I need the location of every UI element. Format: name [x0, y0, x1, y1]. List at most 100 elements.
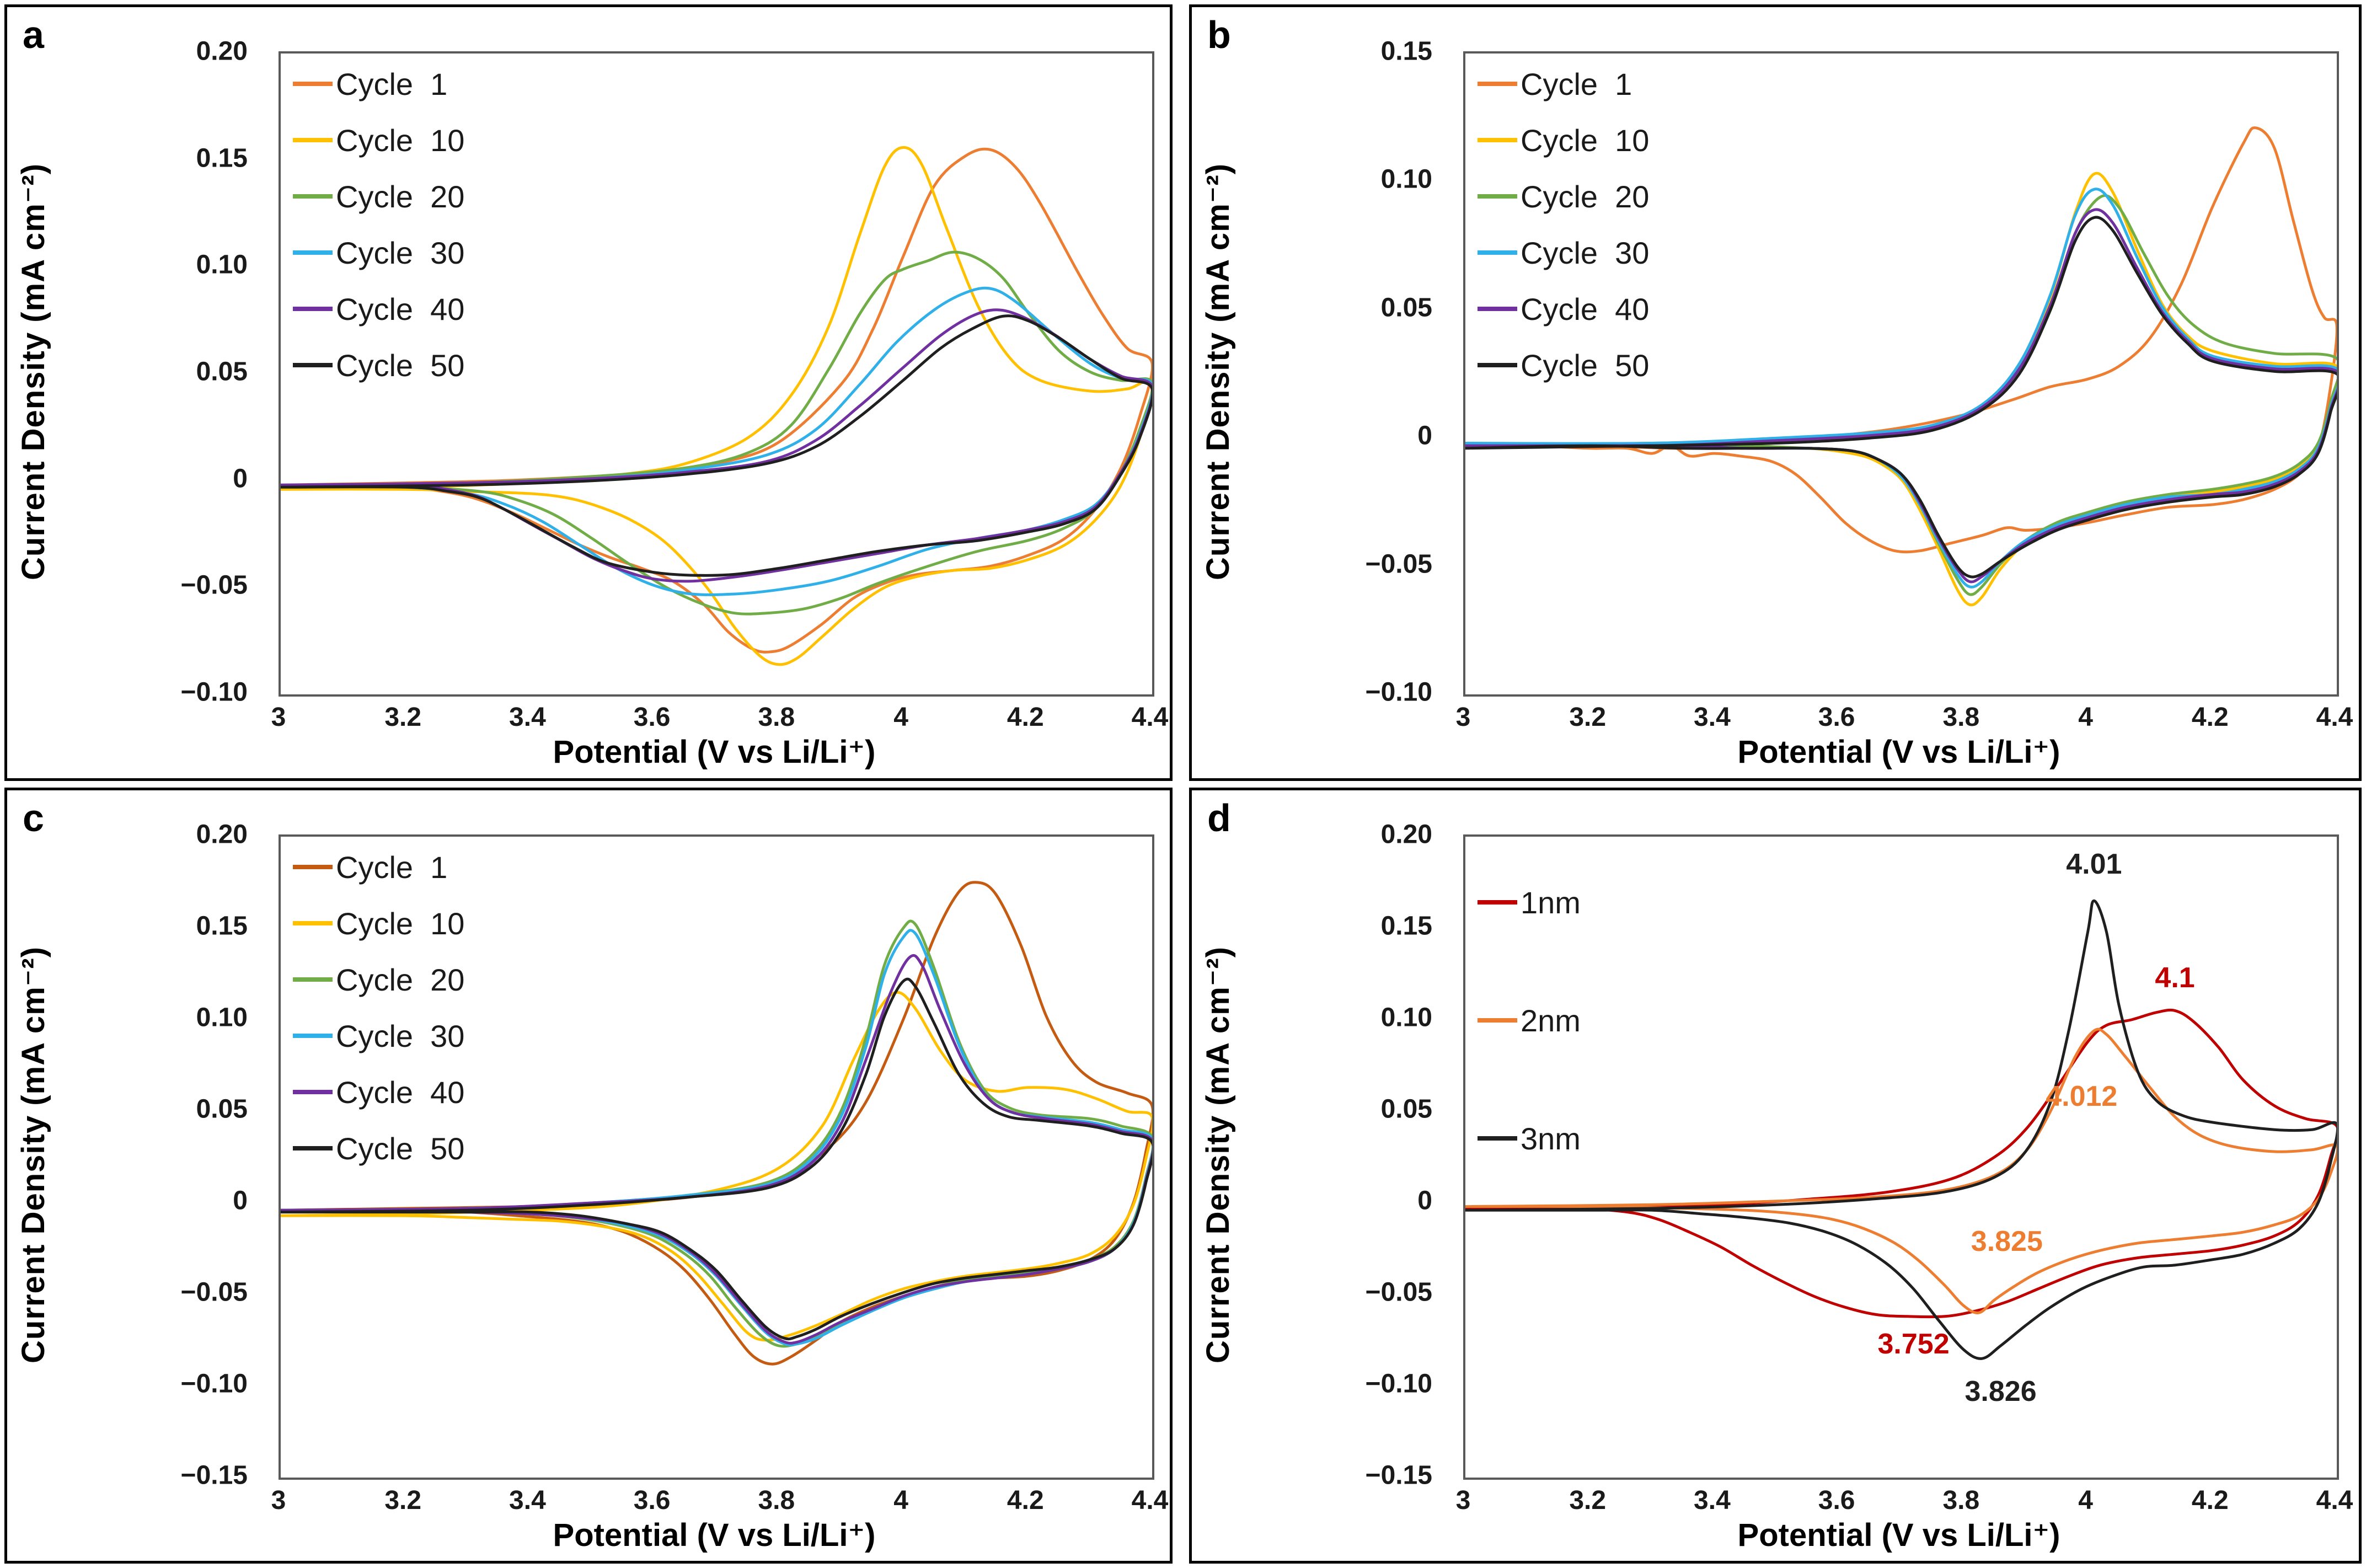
x-tick-label: 3.8 [758, 1486, 795, 1515]
legend-label: Cycle 40 [1521, 291, 1650, 327]
y-tick-label: 0.10 [196, 1003, 248, 1032]
x-tick-label: 3.2 [384, 1486, 422, 1515]
y-tick-label: 0.20 [1380, 820, 1432, 849]
legend-item: Cycle 50 [293, 1131, 464, 1166]
y-tick-label: −0.05 [1365, 549, 1432, 579]
x-tick-label: 3.4 [509, 1486, 546, 1515]
y-tick-label: 0 [233, 464, 248, 494]
legend-swatch [293, 865, 333, 869]
y-tick-label: 0.20 [196, 36, 248, 66]
plot-area: Cycle 1 Cycle 10 Cycle 20 Cycle 30 Cycle 40 C… [279, 51, 1154, 697]
legend-item: 1nm [1478, 885, 1581, 920]
y-tick-label: −0.05 [180, 570, 248, 600]
y-tick-label: 0.05 [1380, 1094, 1432, 1124]
x-tick-label: 3 [1455, 1486, 1471, 1515]
panel-a: a Current Density (mA cm⁻²) 0.20 0.15 0.10… [4, 4, 1173, 781]
legend-item: Cycle 1 [293, 67, 464, 101]
y-tick-label: 0.10 [196, 250, 248, 280]
x-tick-label: 3.6 [633, 1486, 671, 1515]
legend: Cycle 1 Cycle 10 Cycle 20 Cycle 30 Cycle 40 C… [1478, 67, 1649, 404]
panel-b: b Current Density (mA cm⁻²) 0.15 0.10 0.05… [1189, 4, 2362, 781]
y-tick-label: 0.05 [1380, 293, 1432, 323]
x-tick-label: 4 [893, 1486, 908, 1515]
series-1nm [1465, 1008, 2337, 1319]
legend-swatch [293, 363, 333, 367]
x-tick-label: 4.2 [2191, 703, 2229, 732]
series-cycle-10 [281, 146, 1152, 666]
series-cycle-50 [281, 314, 1152, 577]
legend: 1nm 2nm 3nm [1478, 885, 1581, 1239]
panel-letter-d: d [1207, 796, 1231, 839]
legend-label: Cycle 20 [336, 179, 465, 214]
series-2nm [1465, 1028, 2337, 1314]
x-tick-label: 4.4 [2316, 703, 2353, 732]
panel-d: d Current Density (mA cm⁻²) 0.20 0.15 0.10… [1189, 788, 2362, 1564]
x-tick-label: 3 [271, 703, 286, 732]
legend-label: Cycle 30 [1521, 235, 1650, 270]
curves-canvas [1465, 126, 2337, 607]
legend-swatch [293, 194, 333, 199]
y-tick-label: −0.15 [180, 1460, 248, 1490]
series-cycle-20 [281, 250, 1152, 616]
x-axis-title: Potential (V vs Li/Li⁺) [553, 734, 876, 770]
legend-item: Cycle 1 [1478, 67, 1649, 101]
legend-swatch [293, 977, 333, 982]
legend-item: Cycle 20 [1478, 179, 1649, 214]
x-tick-label: 3.2 [384, 703, 422, 732]
x-tick-label: 3.8 [1942, 1486, 1980, 1515]
legend-swatch [1478, 307, 1517, 311]
legend-label: Cycle 1 [1521, 66, 1632, 101]
legend: Cycle 1 Cycle 10 Cycle 20 Cycle 30 Cycle 40 C… [293, 67, 464, 404]
y-tick-label: 0.20 [196, 820, 248, 849]
legend-swatch [1478, 900, 1517, 905]
curves-canvas [281, 146, 1152, 666]
y-tick-label: 0 [1417, 421, 1432, 451]
y-tick-label: 0.05 [196, 1094, 248, 1124]
legend-swatch [293, 138, 333, 142]
plot-area: 1nm 2nm 3nm 4.01 4.1 4.012 3.825 3.752 3.826 [1463, 834, 2339, 1480]
x-tick-label: 3 [271, 1486, 286, 1515]
legend-swatch [1478, 138, 1517, 142]
legend-swatch [293, 1034, 333, 1038]
legend-item: Cycle 50 [1478, 347, 1650, 383]
x-tick-label: 4 [2078, 703, 2093, 732]
legend-item: Cycle 30 [1478, 236, 1649, 270]
legend-item: Cycle 10 [1478, 122, 1650, 158]
legend-label: Cycle 30 [336, 1018, 465, 1053]
legend-item: 2nm [1478, 1003, 1581, 1038]
y-tick-label: −0.10 [180, 1369, 248, 1399]
x-axis-ticks: 3 3.2 3.4 3.6 3.8 4 4.2 4.4 [271, 1485, 1169, 1518]
y-tick-label: −0.10 [180, 677, 248, 707]
legend-swatch [293, 82, 333, 86]
legend-item: Cycle 40 [293, 291, 465, 327]
x-tick-label: 4.4 [1131, 1486, 1169, 1515]
legend-item: Cycle 40 [293, 1074, 465, 1110]
panel-letter-b: b [1207, 13, 1231, 56]
y-tick-label: −0.10 [1365, 1369, 1432, 1399]
legend-item: Cycle 30 [293, 1019, 464, 1053]
legend-label: Cycle 50 [336, 347, 465, 383]
legend-label: Cycle 10 [1521, 122, 1650, 158]
legend-item: Cycle 20 [293, 179, 465, 214]
legend-label: Cycle 10 [336, 122, 465, 158]
y-tick-label: 0.05 [196, 357, 248, 387]
plot-area: Cycle 1 Cycle 10 Cycle 20 Cycle 30 Cycle 40 C… [1463, 51, 2339, 697]
y-tick-label: 0 [233, 1186, 248, 1216]
legend-swatch [1478, 250, 1517, 255]
legend-item: Cycle 20 [293, 962, 464, 997]
x-tick-label: 3.6 [1818, 1486, 1855, 1515]
y-axis-ticks: 0.20 0.15 0.10 0.05 0 −0.05 −0.10 −0.15 [7, 820, 262, 1490]
x-tick-label: 3.8 [1942, 703, 1980, 732]
legend-label: Cycle 40 [336, 291, 465, 327]
legend-label: Cycle 50 [1521, 347, 1650, 383]
x-tick-label: 3.6 [633, 703, 671, 732]
x-tick-label: 3.2 [1569, 703, 1607, 732]
panel-c: c Current Density (mA cm⁻²) 0.20 0.15 0.10… [4, 788, 1173, 1564]
x-tick-label: 4.2 [2191, 1486, 2229, 1515]
x-tick-label: 4.2 [1007, 1486, 1044, 1515]
legend-swatch [293, 250, 333, 255]
curves-canvas [1465, 899, 2337, 1360]
series-cycle-50 [1465, 216, 2337, 579]
legend-label: Cycle 40 [336, 1074, 465, 1110]
